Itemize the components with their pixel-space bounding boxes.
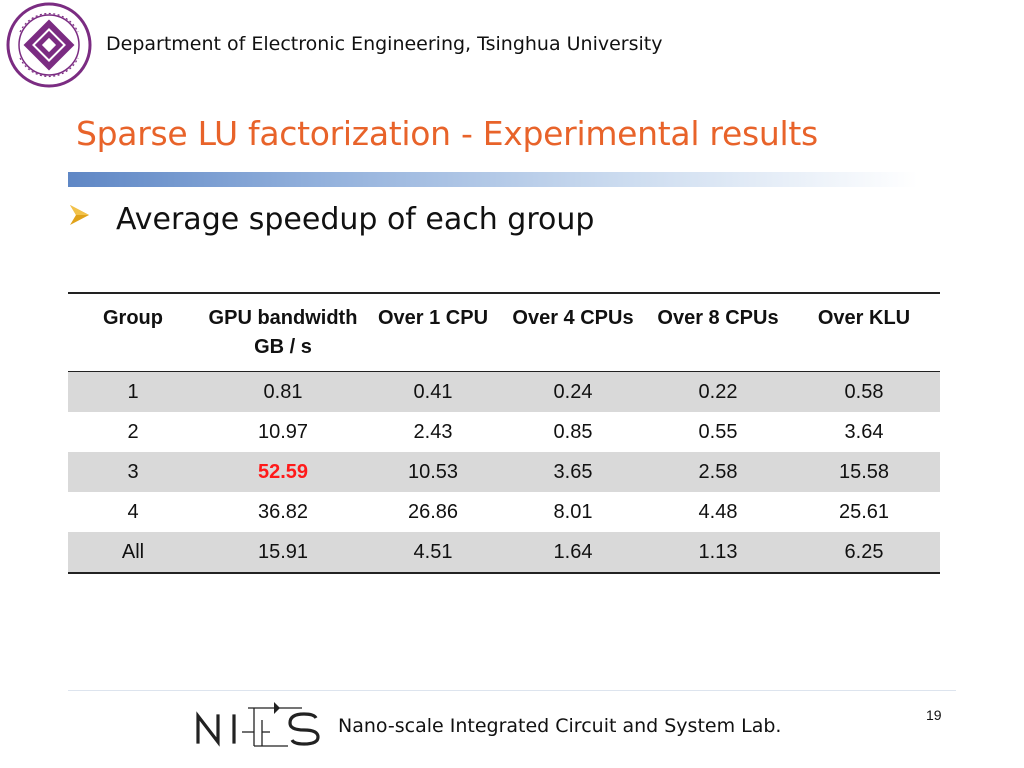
cell-over-4-cpus: 3.65 xyxy=(498,452,648,492)
cell-gpu-bandwidth: 36.82 xyxy=(257,500,309,523)
cell-over-8-cpus: 1.13 xyxy=(648,532,788,574)
cell-gpu-bandwidth: 10.97 xyxy=(257,420,309,443)
table-row: All 15.91 4.51 1.64 1.13 6.25 xyxy=(68,532,940,574)
cell-over-8-cpus: 2.58 xyxy=(648,452,788,492)
cell-gpu-bandwidth: 15.91 xyxy=(198,532,368,574)
table-row: 4 36.82 26.86 8.01 4.48 25.61 xyxy=(68,492,940,532)
cell-over-8-cpus: 4.48 xyxy=(698,500,738,523)
cell-over-4-cpus: 1.64 xyxy=(498,532,648,574)
table-row: 1 0.81 0.41 0.24 0.22 0.58 xyxy=(68,371,940,412)
page-number: 19 xyxy=(926,707,942,723)
cell-over-4-cpus: 0.85 xyxy=(553,420,593,443)
speedup-table: Group GPU bandwidth GB / s Over 1 CPU Ov… xyxy=(68,292,940,574)
cell-group: 1 xyxy=(68,371,198,412)
cell-over-1-cpu: 0.41 xyxy=(368,371,498,412)
header-over-1-cpu: Over 1 CPU xyxy=(368,292,498,372)
cell-group: 3 xyxy=(68,452,198,492)
header-over-8-cpus: Over 8 CPUs xyxy=(648,292,788,372)
table-row: 3 52.59 10.53 3.65 2.58 15.58 xyxy=(68,452,940,492)
cell-over-klu: 3.64 xyxy=(844,420,884,443)
nics-logo-icon xyxy=(196,702,320,747)
cell-over-8-cpus: 0.22 xyxy=(648,371,788,412)
cell-over-1-cpu: 2.43 xyxy=(413,420,453,443)
cell-over-1-cpu: 10.53 xyxy=(368,452,498,492)
cell-over-1-cpu: 26.86 xyxy=(407,500,459,523)
department-name: Department of Electronic Engineering, Ts… xyxy=(106,33,663,55)
bullet-text: Average speedup of each group xyxy=(116,202,595,237)
header-gpu-bandwidth: GPU bandwidth GB / s xyxy=(198,292,368,372)
footer-lab-name: Nano-scale Integrated Circuit and System… xyxy=(338,715,782,737)
cell-group: 2 xyxy=(127,420,139,443)
cell-over-klu: 15.58 xyxy=(788,452,940,492)
cell-over-klu: 25.61 xyxy=(838,500,890,523)
footer-divider xyxy=(68,690,956,691)
slide-title: Sparse LU factorization - Experimental r… xyxy=(76,114,818,153)
cell-over-4-cpus: 0.24 xyxy=(498,371,648,412)
cell-over-1-cpu: 4.51 xyxy=(368,532,498,574)
cell-over-klu: 0.58 xyxy=(788,371,940,412)
header-group: Group xyxy=(68,292,198,372)
cell-group: 4 xyxy=(127,500,139,523)
cell-gpu-bandwidth: 0.81 xyxy=(198,371,368,412)
cell-gpu-bandwidth-highlighted: 52.59 xyxy=(198,452,368,492)
cell-over-klu: 6.25 xyxy=(788,532,940,574)
cell-over-4-cpus: 8.01 xyxy=(553,500,593,523)
tsinghua-emblem-icon xyxy=(6,2,92,88)
title-underline-bar xyxy=(68,172,918,187)
table-header-row: Group GPU bandwidth GB / s Over 1 CPU Ov… xyxy=(68,292,940,372)
cell-over-8-cpus: 0.55 xyxy=(698,420,738,443)
cell-group: All xyxy=(68,532,198,574)
table-row: 2 10.97 2.43 0.85 0.55 3.64 xyxy=(68,412,940,452)
arrowhead-bullet-icon xyxy=(70,205,89,225)
header-over-klu: Over KLU xyxy=(788,292,940,372)
header-over-4-cpus: Over 4 CPUs xyxy=(498,292,648,372)
